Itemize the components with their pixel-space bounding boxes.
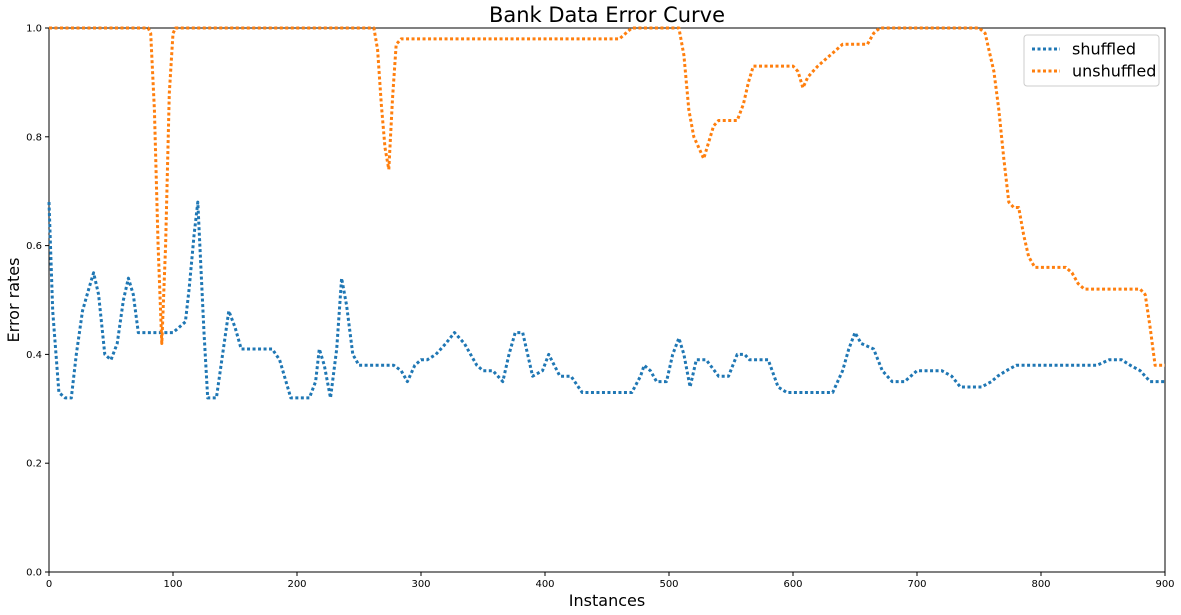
x-tick-label: 400 [535,579,554,590]
y-tick-label: 0.8 [26,132,42,143]
chart-title: Bank Data Error Curve [489,3,725,27]
legend-label-unshuffled: unshuffled [1072,62,1156,81]
x-tick-label: 0 [46,579,52,590]
y-tick-label: 0.2 [26,459,42,470]
series-layer [47,26,1165,400]
x-tick-label: 500 [659,579,678,590]
series-line-shuffled [47,200,1165,400]
series-line-unshuffled [49,26,1165,367]
plot-frame [48,27,1166,573]
legend: shuffled unshuffled [1023,34,1160,87]
y-axis-ticks: 0.0 0.2 0.4 0.6 0.8 1.0 [26,24,49,579]
x-tick-label: 600 [783,579,802,590]
y-tick-label: 1.0 [26,24,42,35]
x-axis-ticks: 0 100 200 300 400 500 600 700 800 900 [46,572,1175,590]
legend-label-shuffled: shuffled [1072,40,1136,59]
plot-area [47,26,1166,573]
y-tick-label: 0.4 [26,350,42,361]
y-tick-label: 0.0 [26,568,42,579]
y-tick-label: 0.6 [26,241,42,252]
x-tick-label: 700 [907,579,926,590]
x-tick-label: 800 [1031,579,1050,590]
x-tick-label: 200 [287,579,306,590]
x-tick-label: 300 [411,579,430,590]
x-axis-label: Instances [569,591,645,610]
x-tick-label: 100 [163,579,182,590]
legend-box [1023,34,1160,87]
y-axis-label: Error rates [4,258,23,343]
x-tick-label: 900 [1155,579,1174,590]
